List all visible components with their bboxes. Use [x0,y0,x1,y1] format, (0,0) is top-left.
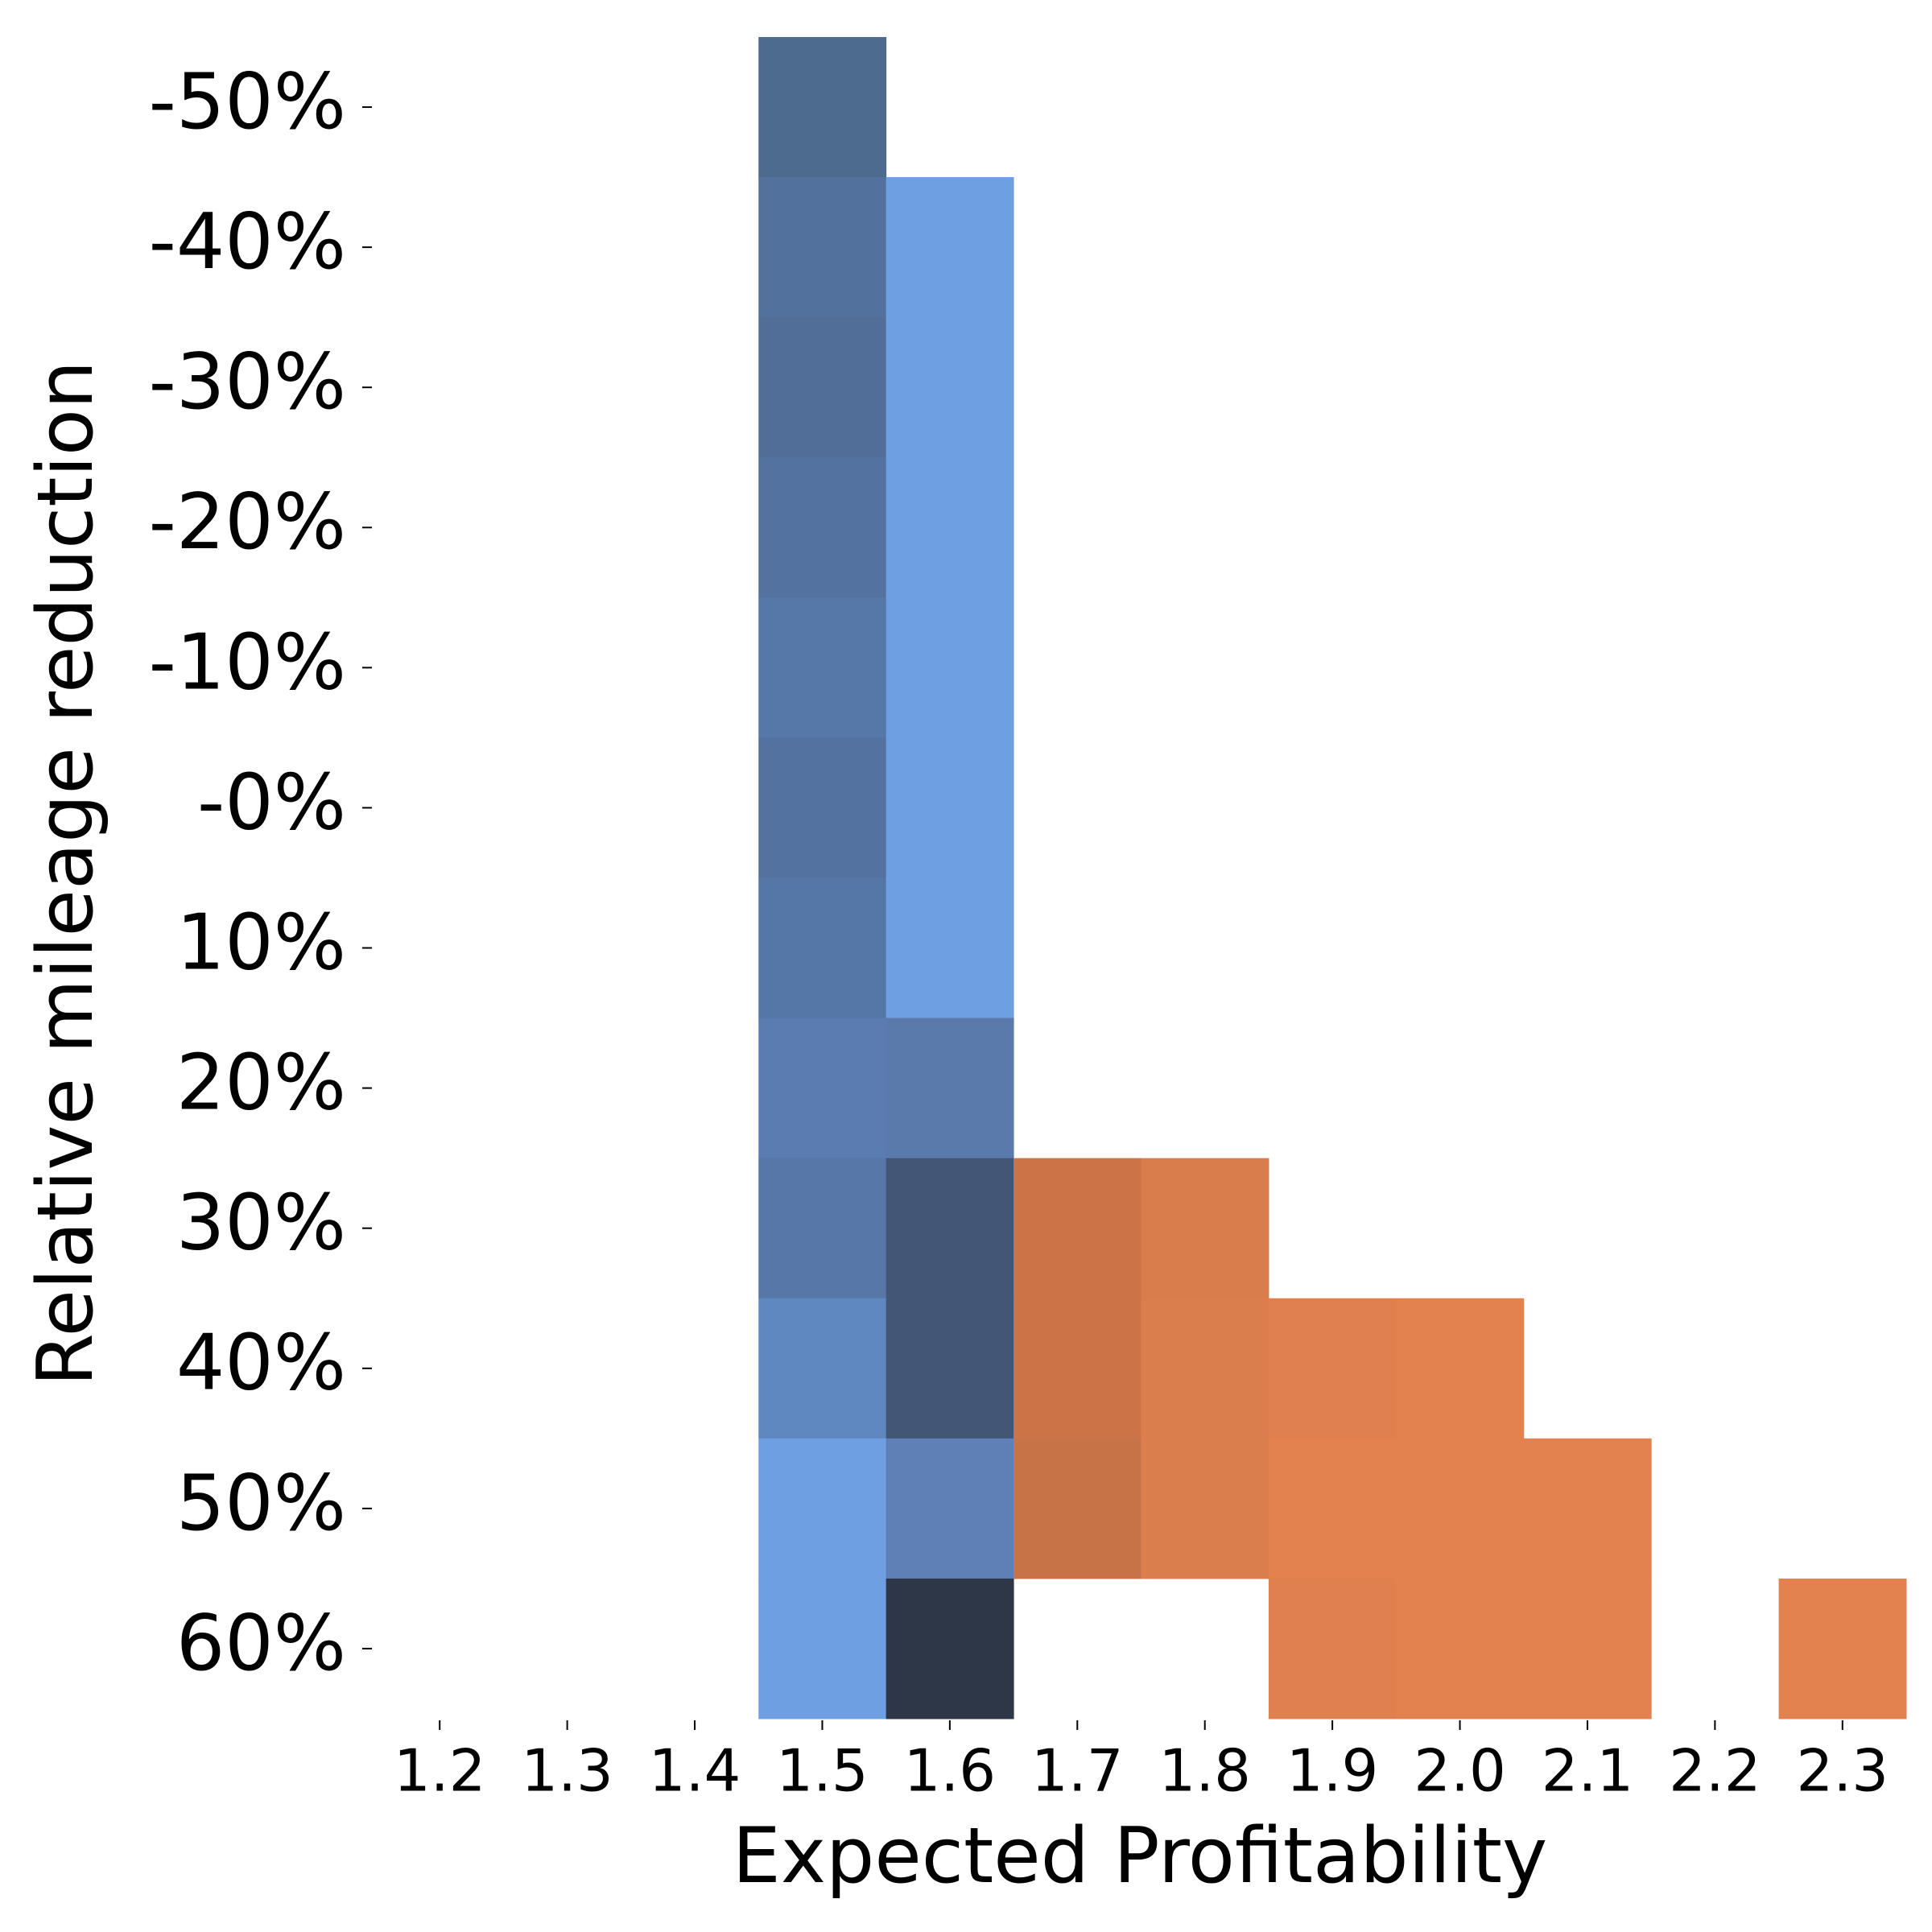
cell [1778,1578,1907,1719]
cell [886,597,1014,738]
cell [758,877,887,1019]
x-tick-label: 1.6 [904,1737,997,1805]
x-tick-label: 1.8 [1158,1737,1251,1805]
cell [1141,1438,1269,1579]
x-tick-label: 1.3 [521,1737,613,1805]
y-tick-label: -50% [149,58,346,147]
x-tick-label: 1.9 [1286,1737,1379,1805]
x-tick-label: 1.2 [394,1737,486,1805]
cell [886,457,1014,598]
cell [886,1298,1014,1439]
cell [886,1158,1014,1299]
cell [758,177,887,318]
y-tick-label: -0% [197,758,346,847]
y-tick-label: 60% [176,1600,346,1688]
cell [886,317,1014,458]
cell [758,597,887,738]
y-tick-label: -30% [149,338,346,427]
cell [886,1578,1014,1719]
y-tick-label: -40% [149,198,346,287]
y-tick-label: 50% [176,1459,346,1548]
cell [758,317,887,458]
cell [886,877,1014,1019]
y-tick-label: 30% [176,1179,346,1268]
cell [1141,1298,1269,1439]
cell [1013,1298,1141,1439]
cell [758,737,887,878]
x-tick-label: 2.0 [1414,1737,1506,1805]
cell [758,1578,887,1719]
cell [1523,1578,1652,1719]
cell [1396,1438,1525,1579]
cell [1268,1298,1397,1439]
x-tick-label: 1.7 [1031,1737,1124,1805]
cell [1396,1578,1525,1719]
cell [758,37,887,178]
x-axis-label: Expected Profitability [733,1812,1547,1901]
cell [886,177,1014,318]
cell [758,1298,887,1439]
cell [886,737,1014,878]
x-tick-label: 2.2 [1669,1737,1761,1805]
cell [758,1018,887,1159]
y-tick-label: 40% [176,1319,346,1408]
cell [758,1158,887,1299]
x-tick-label: 2.3 [1797,1737,1889,1805]
cell [886,1438,1014,1579]
y-tick-label: -20% [149,478,346,567]
x-tick-label: 1.4 [649,1737,741,1805]
y-tick-label: 20% [176,1039,346,1128]
x-tick-label: 2.1 [1542,1737,1634,1805]
cell [1268,1438,1397,1579]
x-tick-label: 1.5 [776,1737,869,1805]
cell [1013,1438,1141,1579]
cell [1523,1438,1652,1579]
cell [1396,1298,1525,1439]
y-tick-label: -10% [149,618,346,707]
cell [1268,1578,1397,1719]
y-tick-label: 10% [176,898,346,987]
cell [886,1018,1014,1159]
y-axis-label: Relative mileage reduction [22,361,110,1386]
cell [758,1438,887,1579]
cell [1013,1158,1141,1299]
cell [758,457,887,598]
cell [1141,1158,1269,1299]
